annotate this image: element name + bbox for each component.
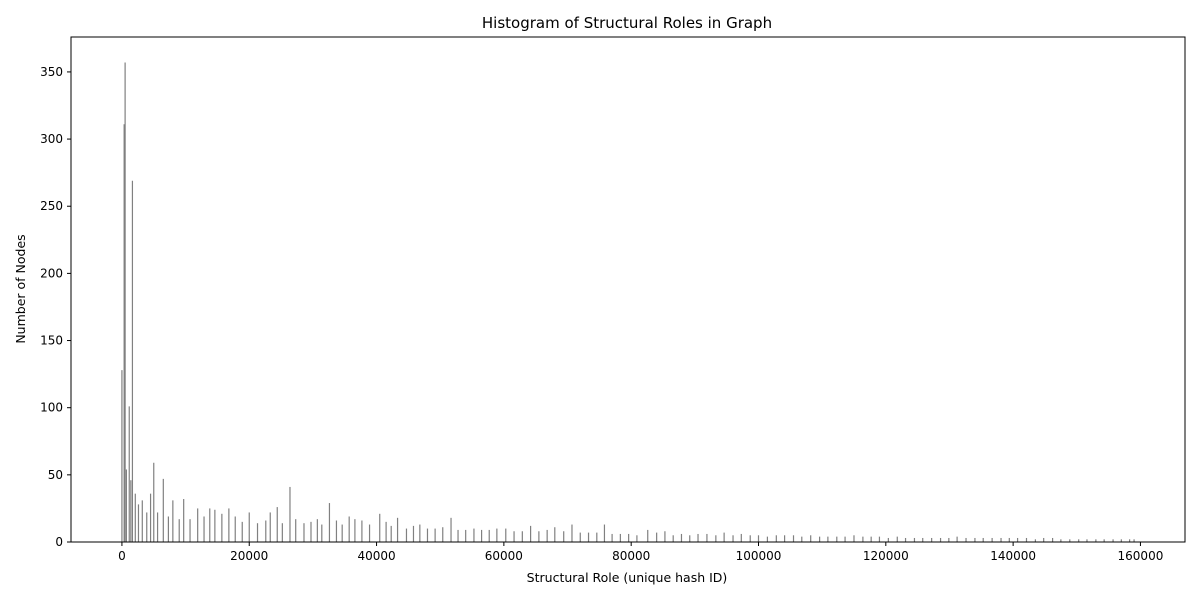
x-tick-label: 40000: [357, 549, 395, 563]
y-tick-label: 200: [40, 266, 63, 280]
y-tick-label: 0: [55, 535, 63, 549]
x-tick-label: 140000: [990, 549, 1036, 563]
y-tick-label: 300: [40, 132, 63, 146]
y-tick-label: 150: [40, 334, 63, 348]
y-tick-label: 250: [40, 199, 63, 213]
x-tick-label: 60000: [485, 549, 523, 563]
x-tick-label: 160000: [1118, 549, 1164, 563]
y-tick-label: 50: [48, 468, 63, 482]
y-axis-label: Number of Nodes: [13, 234, 28, 343]
x-tick-label: 100000: [736, 549, 782, 563]
y-tick-label: 350: [40, 65, 63, 79]
x-tick-label: 80000: [612, 549, 650, 563]
x-axis-label: Structural Role (unique hash ID): [527, 570, 728, 585]
y-axis-ticks: 0 50 100 150 200 250 300 350: [40, 65, 71, 549]
x-axis-ticks: 0 20000 40000 60000 80000 100000 120000 140000 1…: [118, 542, 1163, 563]
plot-frame: [70, 36, 1186, 543]
x-tick-label: 0: [118, 549, 126, 563]
bars-group: [121, 62, 1135, 542]
y-tick-label: 100: [40, 401, 63, 415]
chart-title: Histogram of Structural Roles in Graph: [482, 14, 772, 32]
x-tick-label: 20000: [230, 549, 268, 563]
x-tick-label: 120000: [863, 549, 909, 563]
